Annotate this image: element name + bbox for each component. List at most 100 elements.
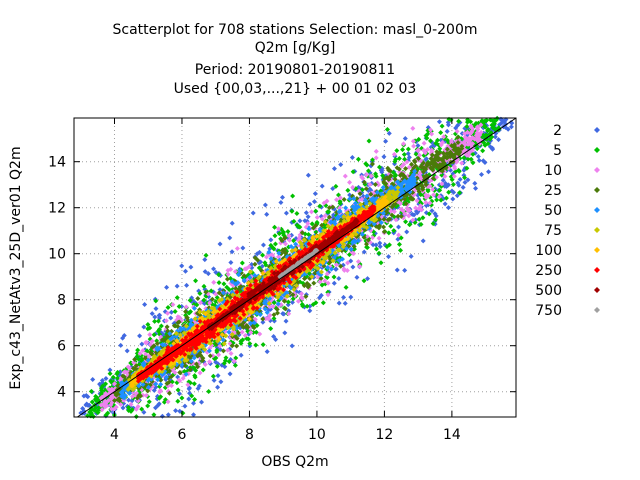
data-point-2 bbox=[196, 383, 202, 389]
data-point-2 bbox=[415, 143, 421, 149]
data-point-5 bbox=[366, 138, 372, 144]
data-point-2 bbox=[285, 302, 291, 308]
data-point-5 bbox=[216, 280, 222, 286]
data-point-2 bbox=[311, 199, 317, 205]
data-point-2 bbox=[215, 384, 221, 390]
data-point-2 bbox=[377, 244, 383, 250]
data-point-2 bbox=[199, 399, 205, 405]
data-point-2 bbox=[331, 166, 337, 172]
chart-title-line-4: Used {00,03,...,21} + 00 01 02 03 bbox=[173, 81, 417, 97]
data-point-2 bbox=[186, 396, 192, 402]
data-point-5 bbox=[179, 395, 185, 401]
data-point-5 bbox=[126, 405, 132, 411]
data-point-5 bbox=[446, 189, 452, 195]
data-point-5 bbox=[345, 187, 351, 193]
data-point-5 bbox=[405, 146, 411, 152]
data-point-2 bbox=[202, 257, 208, 263]
data-point-2 bbox=[271, 334, 277, 340]
data-point-2 bbox=[85, 394, 91, 400]
data-point-5 bbox=[103, 381, 109, 387]
data-point-2 bbox=[349, 154, 355, 160]
data-point-5 bbox=[146, 399, 152, 405]
data-point-25 bbox=[234, 343, 240, 349]
data-point-5 bbox=[200, 367, 206, 373]
data-point-5 bbox=[172, 308, 178, 314]
data-point-5 bbox=[175, 398, 181, 404]
data-point-2 bbox=[268, 237, 274, 243]
data-point-2 bbox=[174, 283, 180, 289]
data-point-5 bbox=[174, 295, 180, 301]
data-point-5 bbox=[424, 135, 430, 141]
data-point-2 bbox=[436, 119, 442, 125]
data-point-2 bbox=[120, 405, 126, 411]
data-point-2 bbox=[137, 333, 143, 339]
data-point-5 bbox=[376, 250, 382, 256]
data-point-2 bbox=[405, 151, 411, 157]
data-point-5 bbox=[107, 371, 113, 377]
data-point-5 bbox=[260, 342, 266, 348]
data-point-2 bbox=[81, 393, 87, 399]
data-point-5 bbox=[439, 123, 445, 129]
data-point-2 bbox=[305, 214, 311, 220]
data-point-2 bbox=[433, 213, 439, 219]
data-point-2 bbox=[350, 264, 356, 270]
data-point-2 bbox=[462, 179, 468, 185]
data-point-5 bbox=[203, 252, 209, 258]
data-point-2 bbox=[229, 220, 235, 226]
data-point-2 bbox=[126, 397, 132, 403]
data-point-2 bbox=[215, 373, 221, 379]
data-point-2 bbox=[408, 253, 414, 259]
data-point-2 bbox=[457, 176, 463, 182]
data-point-2 bbox=[473, 185, 479, 191]
data-point-2 bbox=[228, 259, 234, 265]
data-point-2 bbox=[173, 408, 179, 414]
data-point-5 bbox=[343, 284, 349, 290]
data-point-2 bbox=[377, 240, 383, 246]
data-point-2 bbox=[202, 269, 208, 275]
data-point-5 bbox=[145, 403, 151, 409]
data-point-2 bbox=[153, 405, 159, 411]
data-point-2 bbox=[273, 337, 279, 343]
data-point-2 bbox=[479, 171, 485, 177]
data-point-2 bbox=[254, 251, 260, 257]
data-point-5 bbox=[221, 281, 227, 287]
data-point-5 bbox=[272, 224, 278, 230]
data-point-10 bbox=[197, 370, 203, 376]
data-point-5 bbox=[470, 160, 476, 166]
data-point-2 bbox=[429, 208, 435, 214]
data-point-2 bbox=[85, 402, 91, 408]
data-point-2 bbox=[190, 400, 196, 406]
data-point-5 bbox=[480, 148, 486, 154]
data-point-5 bbox=[272, 233, 278, 239]
data-point-2 bbox=[156, 401, 162, 407]
data-point-2 bbox=[297, 218, 303, 224]
data-point-2 bbox=[331, 280, 337, 286]
data-point-25 bbox=[224, 276, 230, 282]
data-point-2 bbox=[338, 162, 344, 168]
data-point-2 bbox=[152, 314, 158, 320]
data-point-10 bbox=[147, 332, 153, 338]
data-point-2 bbox=[211, 266, 217, 272]
data-point-2 bbox=[480, 158, 486, 164]
data-point-2 bbox=[240, 245, 246, 251]
data-point-5 bbox=[191, 381, 197, 387]
data-point-10 bbox=[421, 140, 427, 146]
data-point-2 bbox=[472, 180, 478, 186]
data-point-2 bbox=[383, 138, 389, 144]
data-point-2 bbox=[188, 264, 194, 270]
data-point-2 bbox=[336, 300, 342, 306]
data-point-2 bbox=[184, 282, 190, 288]
data-point-10 bbox=[376, 235, 382, 241]
data-point-2 bbox=[456, 182, 462, 188]
data-point-2 bbox=[121, 333, 127, 339]
data-point-2 bbox=[386, 254, 392, 260]
data-point-2 bbox=[460, 184, 466, 190]
data-point-2 bbox=[141, 409, 147, 415]
data-point-5 bbox=[289, 208, 295, 214]
data-point-10 bbox=[183, 304, 189, 310]
data-point-2 bbox=[342, 300, 348, 306]
data-point-5 bbox=[337, 198, 343, 204]
data-point-2 bbox=[508, 119, 514, 125]
data-point-2 bbox=[279, 194, 285, 200]
data-point-2 bbox=[475, 154, 481, 160]
